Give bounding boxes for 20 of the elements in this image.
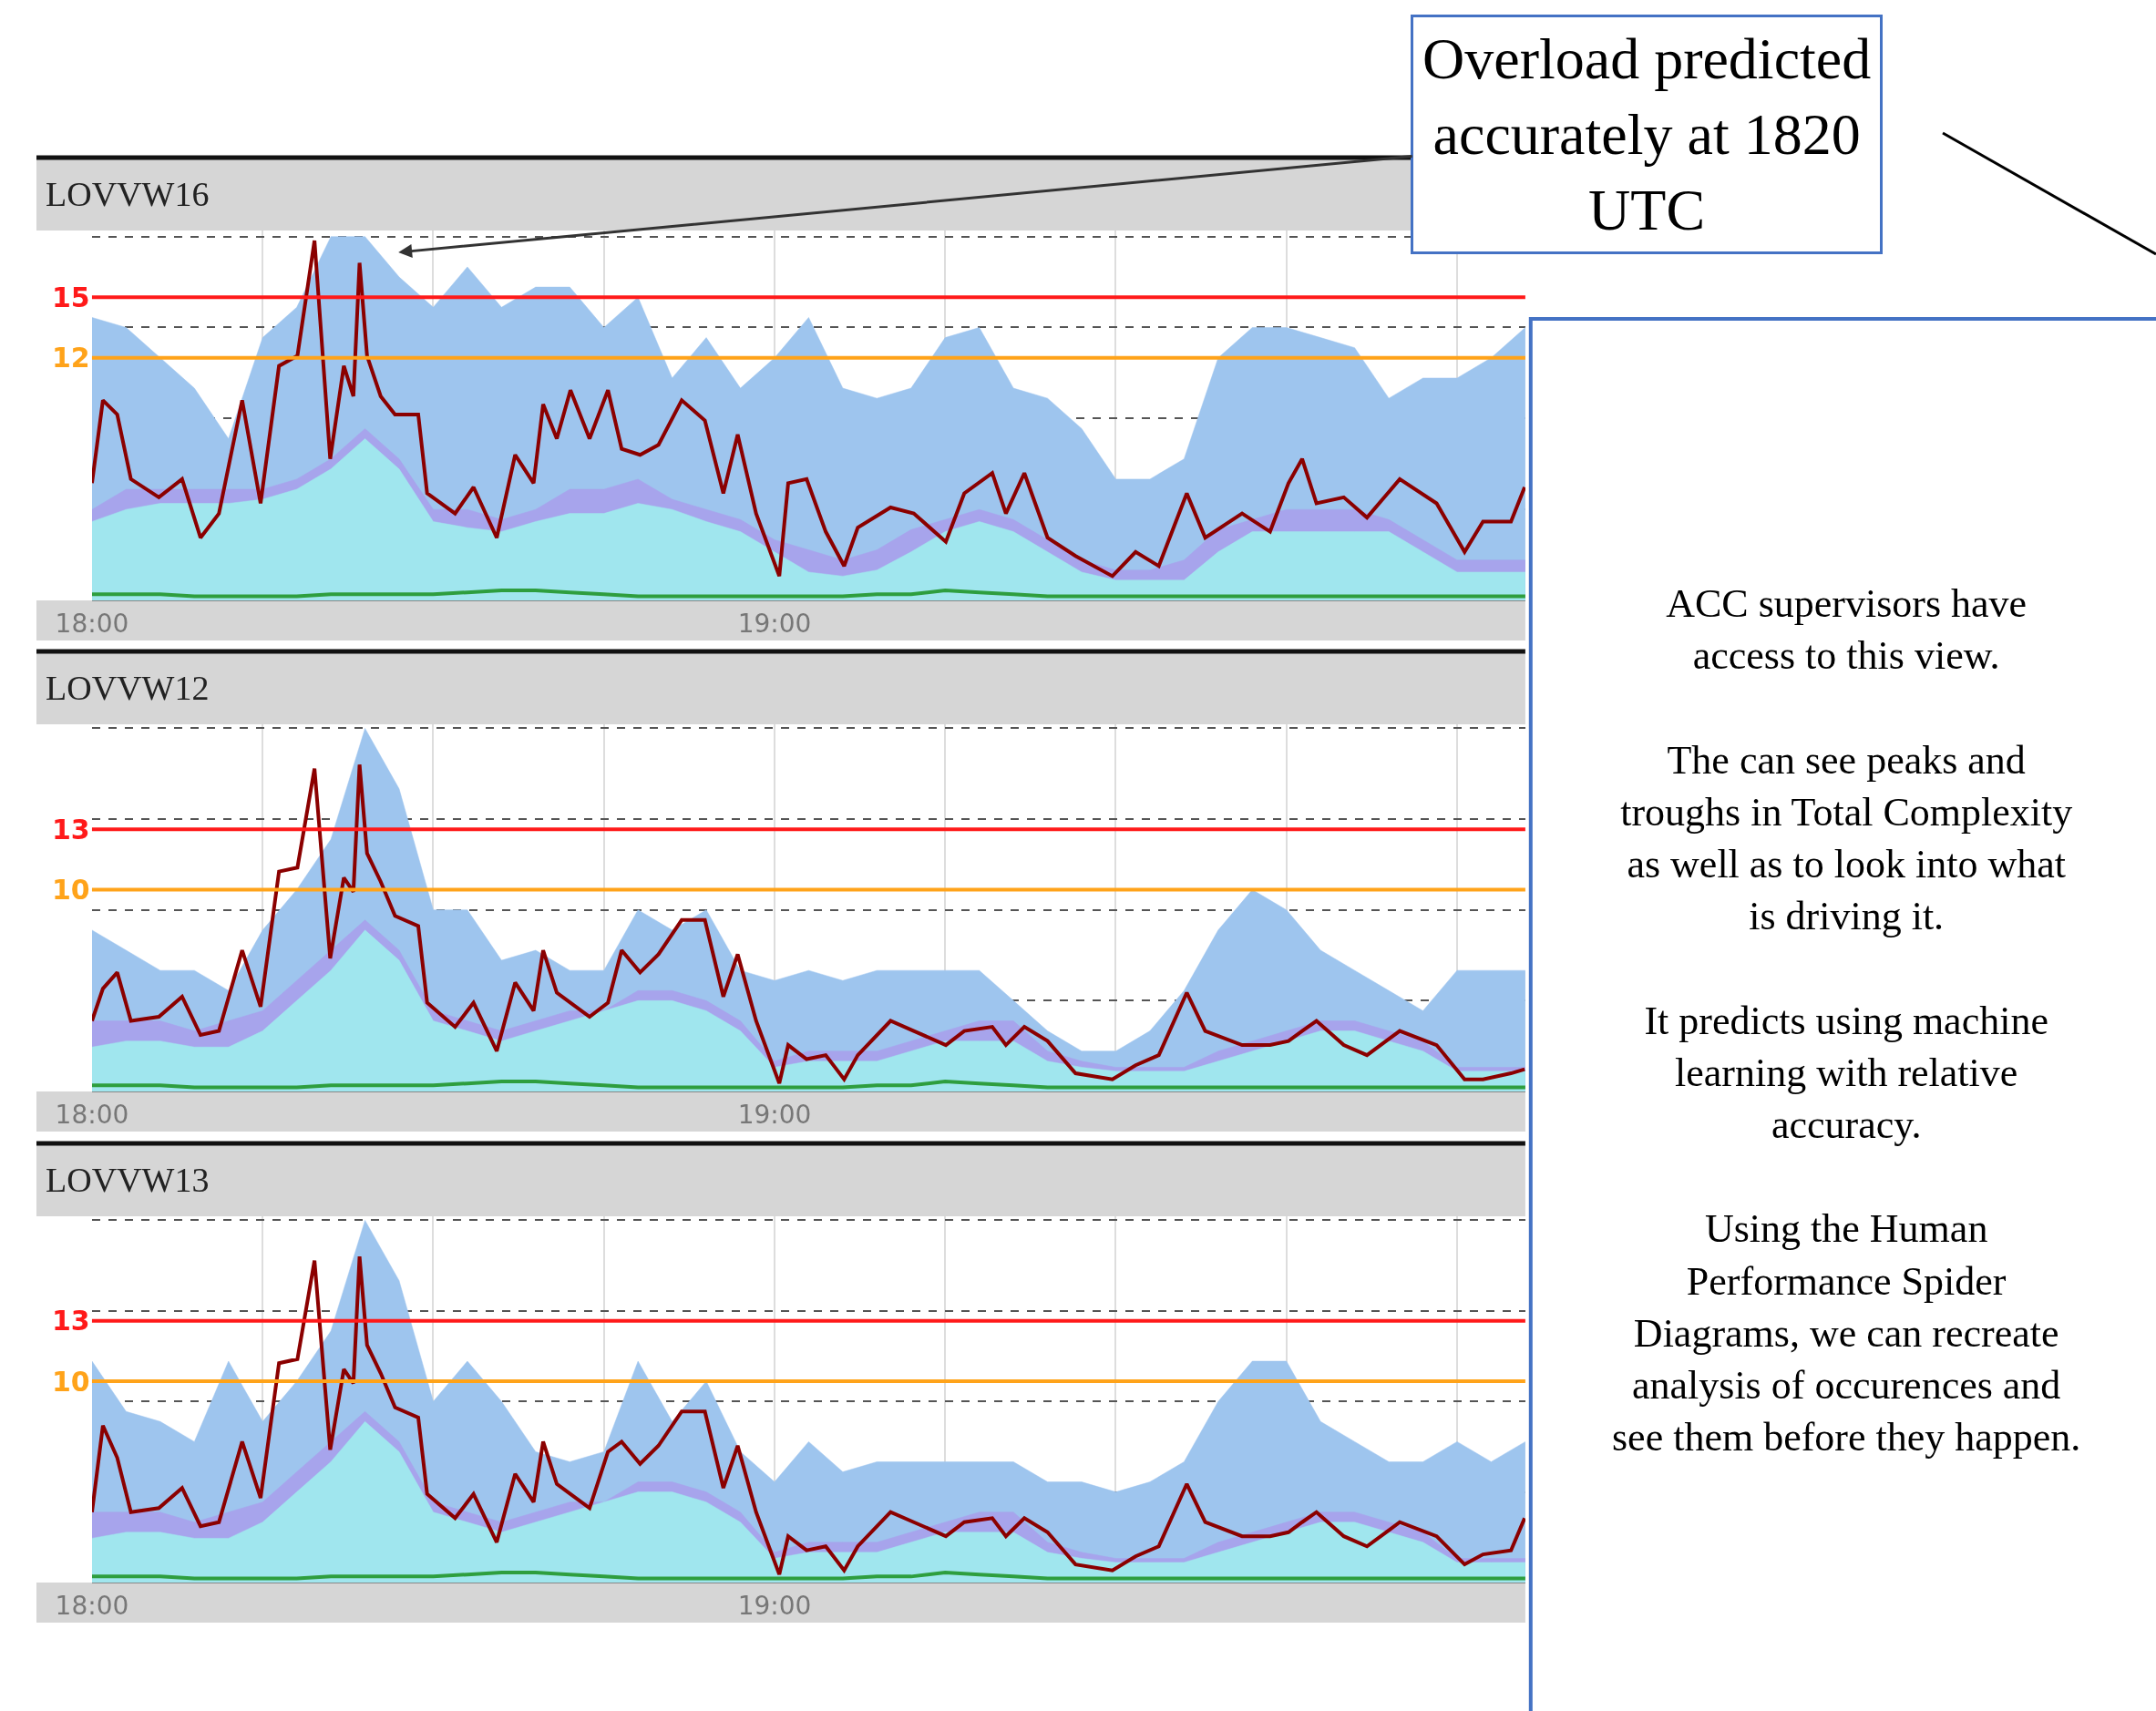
ref-line-label: 15 <box>52 282 90 313</box>
ref-line-label: 10 <box>52 874 90 906</box>
chart-title: LOVVW12 <box>46 669 210 707</box>
ref-line-label: 12 <box>52 342 90 374</box>
annotation: Overload predicted accurately at 1820 UTC <box>1422 26 1872 243</box>
x-tick-label: 18:00 <box>55 1099 129 1130</box>
text: It predicts using machine learning with relative accuracy. <box>1644 998 2048 1147</box>
ref-line-label: 13 <box>52 1305 90 1337</box>
x-tick-label: 19:00 <box>737 1590 812 1621</box>
text: Using the Human Performance Spider Diagrams, we can recreate analysis of occurences and see them before they happen. <box>1612 1206 2081 1460</box>
text: The can see peaks and troughs in Total Complexity as well as to look into what is driving it. <box>1620 737 2073 939</box>
text: ACC supervisors have access to this view. <box>1666 581 2028 679</box>
x-tick-label: 18:00 <box>55 608 129 639</box>
x-tick-label: 18:00 <box>55 1590 129 1621</box>
chart-title: LOVVW13 <box>46 1161 210 1199</box>
chart-title: LOVVW16 <box>46 175 210 213</box>
ref-line-label: 10 <box>52 1366 90 1398</box>
x-tick-label: 19:00 <box>737 1099 812 1130</box>
x-tick-label: 19:00 <box>737 608 812 639</box>
ref-line-label: 13 <box>52 814 90 845</box>
